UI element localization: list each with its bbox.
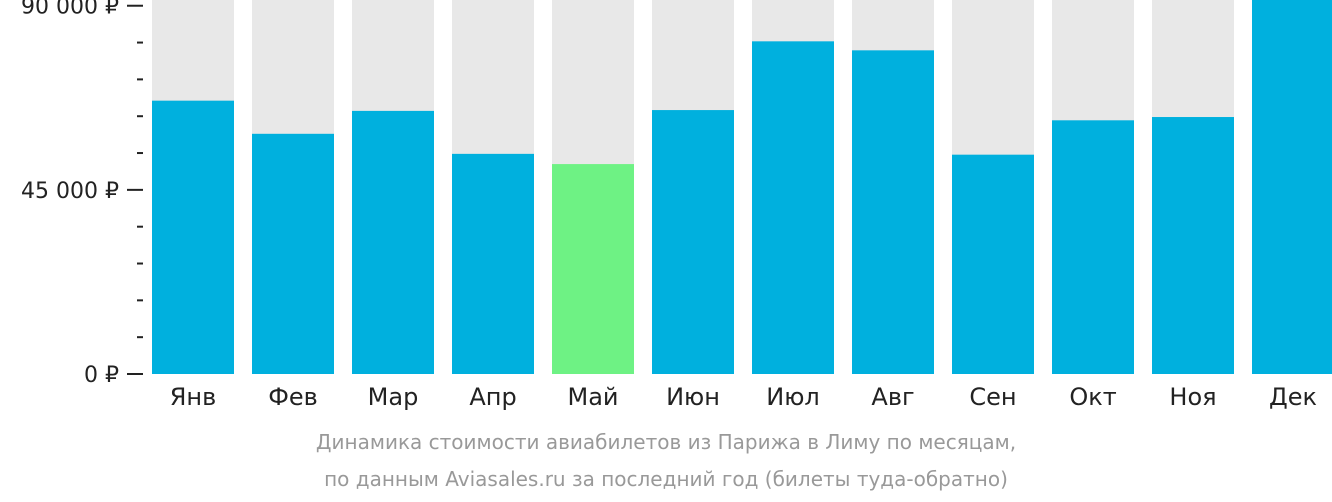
bar-1 [152,100,234,375]
bars [152,0,1332,375]
bar-12 [1252,0,1332,374]
y-tick-label: 0 ₽ [84,363,119,388]
y-axis: 0 ₽ 45 000 ₽ 90 000 ₽ [21,0,143,388]
bar-10 [1052,120,1134,374]
caption-line-1: Динамика стоимости авиабилетов из Парижа… [315,430,1017,454]
bar-4 [452,153,534,374]
x-tick-label: Июл [766,383,820,411]
y-tick-label: 45 000 ₽ [21,179,119,204]
x-tick-label: Апр [469,383,516,411]
bar-2 [252,133,334,374]
bar-6 [652,110,734,375]
x-tick-label: Июн [666,383,720,411]
caption-line-2: по данным Aviasales.ru за последний год … [324,467,1008,491]
bar-8 [852,50,934,374]
bar-9 [952,154,1034,374]
bar-3 [352,110,434,374]
bar-7 [752,41,834,375]
x-tick-label: Мар [368,383,419,411]
price-chart: 0 ₽ 45 000 ₽ 90 000 ₽ Янв Фев Мар Апр Май Июн Ию… [21,0,1332,411]
x-tick-label: Май [567,383,618,411]
x-tick-label: Ноя [1169,383,1216,411]
x-tick-label: Янв [170,383,217,411]
x-tick-label: Авг [871,383,914,411]
bar-11 [1152,117,1234,375]
x-tick-label: Фев [268,383,318,411]
x-tick-label: Сен [969,383,1016,411]
y-tick-label: 90 000 ₽ [21,0,119,20]
x-tick-label: Окт [1069,383,1116,411]
x-axis: Янв Фев Мар Апр Май Июн Июл Авг Сен Окт Ноя Дек [170,383,1317,411]
x-tick-label: Дек [1269,383,1317,411]
bar-5 [552,164,634,374]
